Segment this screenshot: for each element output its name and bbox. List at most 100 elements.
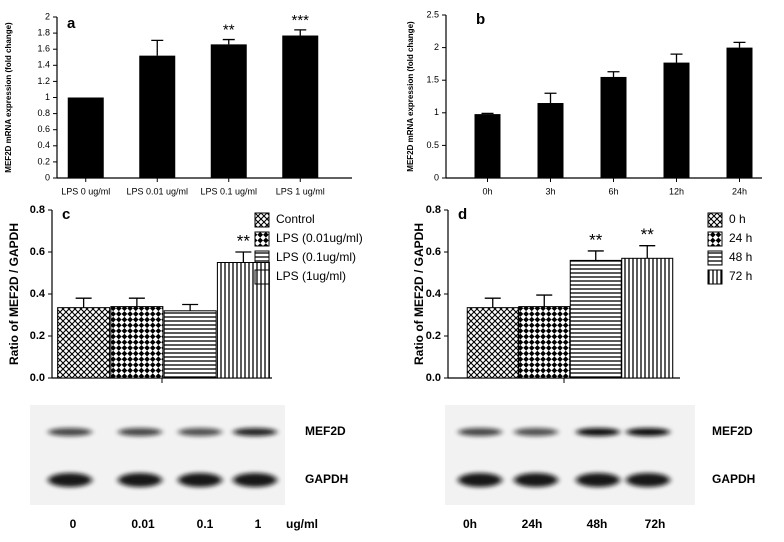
error-bar (235, 251, 252, 263)
error-bar (294, 29, 307, 36)
error-bar (536, 294, 553, 307)
blot-row-label: MEF2D (305, 424, 346, 438)
error-bar (733, 41, 746, 48)
error-bar (481, 112, 494, 115)
y-tick-label: 0.0 (426, 372, 441, 384)
blot-background (445, 405, 695, 505)
legend-swatch (707, 250, 723, 266)
bar (110, 306, 164, 379)
bar (518, 306, 571, 379)
panel-label: d (458, 206, 467, 223)
error-bar (607, 71, 620, 77)
y-tick-label: 0.2 (37, 156, 50, 166)
blot-band (233, 428, 277, 436)
blot-row-label: GAPDH (305, 472, 348, 486)
y-axis-label: MEF2D mRNA expression (fold change) (406, 21, 415, 172)
legend-label: 48 h (729, 250, 752, 264)
bar (600, 76, 627, 178)
legend-label: Control (276, 212, 315, 226)
bar (57, 307, 111, 379)
y-tick-label: 0.4 (30, 288, 46, 300)
blot-band (458, 473, 502, 487)
blot-band (48, 428, 92, 436)
y-tick-label: 0.8 (426, 204, 441, 216)
x-tick-label: LPS 0 ug/ml (61, 186, 110, 196)
y-tick-label: 0.2 (426, 330, 441, 342)
lane-label: 0.1 (197, 517, 214, 531)
y-axis-label: MEF2D mRNA expression (fold change) (4, 22, 13, 173)
blot-band (178, 473, 222, 487)
error-bar (128, 297, 145, 307)
x-tick-label: 0h (482, 186, 492, 196)
lane-label: 72h (645, 517, 666, 531)
bar (139, 55, 176, 178)
y-tick-label: 2 (45, 11, 50, 21)
x-tick-label: LPS 1 ug/ml (276, 186, 325, 196)
x-tick-label: 6h (608, 186, 618, 196)
blot-row-label: GAPDH (712, 472, 755, 486)
lane-label: 0h (463, 517, 477, 531)
bar (537, 103, 564, 178)
y-axis-label: Ratio of MEF2D / GAPDH (412, 223, 426, 365)
legend-label: 72 h (729, 269, 752, 283)
lane-label: 24h (522, 517, 543, 531)
blot-band (48, 473, 92, 487)
blot-band (233, 473, 277, 487)
bar (621, 257, 674, 379)
y-tick-label: 0.2 (30, 330, 45, 342)
error-bar (484, 297, 501, 308)
blot-row-label: MEF2D (712, 424, 753, 438)
error-bar (222, 38, 235, 45)
blot-band (118, 428, 162, 436)
unit-label: ug/ml (286, 517, 318, 531)
legend-swatch (707, 212, 723, 228)
significance-label: ** (641, 225, 655, 244)
bar (474, 114, 501, 178)
blot-band (458, 428, 502, 436)
blot-band (178, 428, 222, 436)
significance-label: ** (589, 230, 603, 249)
error-bar (639, 245, 656, 259)
lane-label: 1 (255, 517, 262, 531)
legend-label: 0 h (729, 212, 746, 226)
panel-label: b (476, 11, 485, 28)
legend-swatch (707, 231, 723, 247)
error-bar (182, 303, 199, 311)
y-tick-label: 1 (45, 92, 50, 102)
blot-band (626, 428, 670, 436)
y-tick-label: 0.6 (426, 246, 441, 258)
x-tick-label: 24h (732, 186, 747, 196)
bar (726, 47, 753, 178)
y-tick-label: 1.2 (37, 76, 50, 86)
x-tick-label: 12h (669, 186, 684, 196)
bar (663, 62, 690, 178)
panel-label: c (62, 206, 70, 223)
x-tick-label: LPS 0.01 ug/ml (126, 186, 188, 196)
y-axis-label: Ratio of MEF2D / GAPDH (7, 223, 21, 365)
bar (282, 35, 319, 178)
blot-background (30, 405, 285, 505)
bar (67, 97, 104, 178)
legend-swatch (254, 212, 270, 228)
blot-band (576, 473, 620, 487)
legend-label: LPS (0.1ug/ml) (276, 250, 356, 264)
lane-label: 48h (587, 517, 608, 531)
y-tick-label: 0.4 (426, 288, 442, 300)
bar (569, 259, 622, 379)
significance-label: ** (237, 231, 251, 250)
lane-label: 0.01 (131, 517, 155, 531)
lane-label: 0 (70, 517, 77, 531)
blot-band (514, 428, 558, 436)
y-tick-label: 0 (434, 172, 439, 182)
legend-label: LPS (0.01ug/ml) (276, 231, 363, 245)
error-bar (544, 92, 557, 104)
legend-swatch (707, 269, 723, 285)
legend-label: LPS (1ug/ml) (276, 269, 346, 283)
y-tick-label: 0.6 (37, 124, 50, 134)
x-tick-label: 3h (545, 186, 555, 196)
y-tick-label: 0.4 (37, 140, 50, 150)
y-tick-label: 0 (45, 172, 50, 182)
blot-band (626, 473, 670, 487)
y-tick-label: 0.8 (37, 108, 50, 118)
